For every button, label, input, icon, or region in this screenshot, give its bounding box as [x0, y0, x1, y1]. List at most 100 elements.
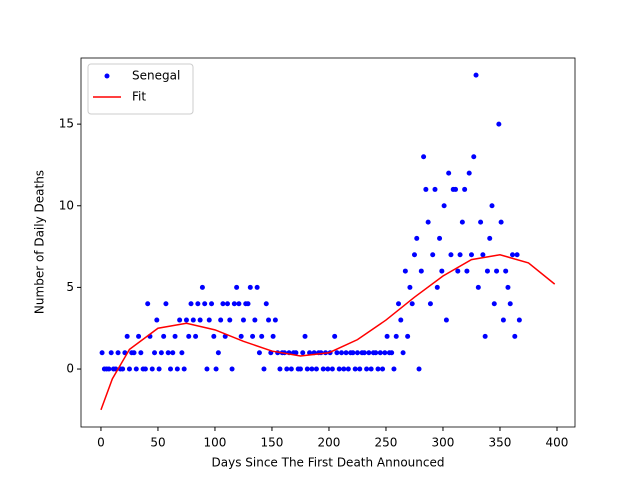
data-point: [462, 186, 468, 192]
x-tick-label: 300: [432, 436, 455, 450]
data-point: [270, 333, 276, 339]
data-point: [170, 350, 176, 356]
data-point: [364, 366, 370, 372]
data-point: [339, 350, 345, 356]
data-point: [425, 219, 431, 225]
data-point: [498, 219, 504, 225]
data-point: [229, 366, 235, 372]
data-point: [427, 301, 433, 307]
legend-label: Fit: [132, 90, 146, 104]
data-point: [343, 350, 349, 356]
data-point: [197, 317, 203, 323]
data-point: [115, 350, 121, 356]
data-point: [202, 301, 208, 307]
y-tick-label: 10: [59, 198, 74, 212]
data-point: [441, 203, 447, 209]
data-point: [145, 301, 151, 307]
data-point: [446, 170, 452, 176]
data-point: [154, 317, 160, 323]
data-point: [352, 366, 358, 372]
data-point: [389, 350, 395, 356]
data-point: [225, 301, 231, 307]
data-point: [405, 333, 411, 339]
legend-marker: [104, 73, 110, 79]
data-point: [199, 284, 205, 290]
data-point: [313, 366, 319, 372]
data-point: [227, 317, 233, 323]
data-point: [354, 350, 360, 356]
x-axis-label: Days Since The First Death Announced: [212, 456, 445, 470]
data-point: [361, 350, 367, 356]
data-point: [516, 317, 522, 323]
data-point: [332, 333, 338, 339]
data-point: [434, 284, 440, 290]
data-point: [204, 366, 210, 372]
data-point: [293, 350, 299, 356]
data-point: [487, 235, 493, 241]
data-point: [167, 366, 173, 372]
data-point: [206, 317, 212, 323]
data-point: [437, 235, 443, 241]
data-point: [245, 301, 251, 307]
data-point: [152, 350, 158, 356]
data-point: [172, 333, 178, 339]
data-point: [448, 252, 454, 258]
data-point: [391, 366, 397, 372]
legend-box: [87, 63, 194, 115]
data-point: [409, 301, 415, 307]
data-point: [126, 366, 132, 372]
data-point: [297, 366, 303, 372]
data-point: [272, 317, 278, 323]
data-point: [373, 350, 379, 356]
data-point: [188, 301, 194, 307]
plot-frame: [80, 57, 576, 428]
data-point: [177, 317, 183, 323]
data-point: [366, 350, 372, 356]
data-point: [439, 268, 445, 274]
data-point: [263, 301, 269, 307]
data-point: [507, 301, 513, 307]
data-point: [136, 333, 142, 339]
data-point: [393, 333, 399, 339]
data-point: [418, 268, 424, 274]
data-point: [190, 317, 196, 323]
data-point: [432, 186, 438, 192]
y-tick-label: 15: [59, 117, 74, 131]
data-point: [209, 301, 215, 307]
y-axis-label: Number of Daily Deaths: [33, 170, 47, 314]
data-point: [218, 317, 224, 323]
data-point: [491, 301, 497, 307]
data-point: [156, 366, 162, 372]
data-point: [325, 366, 331, 372]
data-point: [471, 154, 477, 160]
data-point: [466, 170, 472, 176]
data-point: [259, 333, 265, 339]
data-point: [482, 333, 488, 339]
data-point: [468, 252, 474, 258]
data-point: [503, 268, 509, 274]
data-point: [138, 350, 144, 356]
x-tick-label: 0: [97, 436, 105, 450]
data-point: [320, 366, 326, 372]
data-point: [400, 350, 406, 356]
data-point: [334, 350, 340, 356]
data-point: [512, 333, 518, 339]
data-point: [236, 301, 242, 307]
data-point: [277, 366, 283, 372]
data-point: [368, 366, 374, 372]
x-tick-label: 150: [261, 436, 284, 450]
data-point: [300, 350, 306, 356]
y-tick-label: 0: [66, 362, 74, 376]
data-point: [489, 203, 495, 209]
x-tick-label: 250: [375, 436, 398, 450]
data-point: [382, 350, 388, 356]
x-tick-label: 200: [318, 436, 341, 450]
data-point: [443, 317, 449, 323]
data-point: [165, 350, 171, 356]
data-point: [266, 317, 272, 323]
data-point: [423, 186, 429, 192]
data-point: [416, 366, 422, 372]
data-point: [377, 350, 383, 356]
data-point: [398, 317, 404, 323]
